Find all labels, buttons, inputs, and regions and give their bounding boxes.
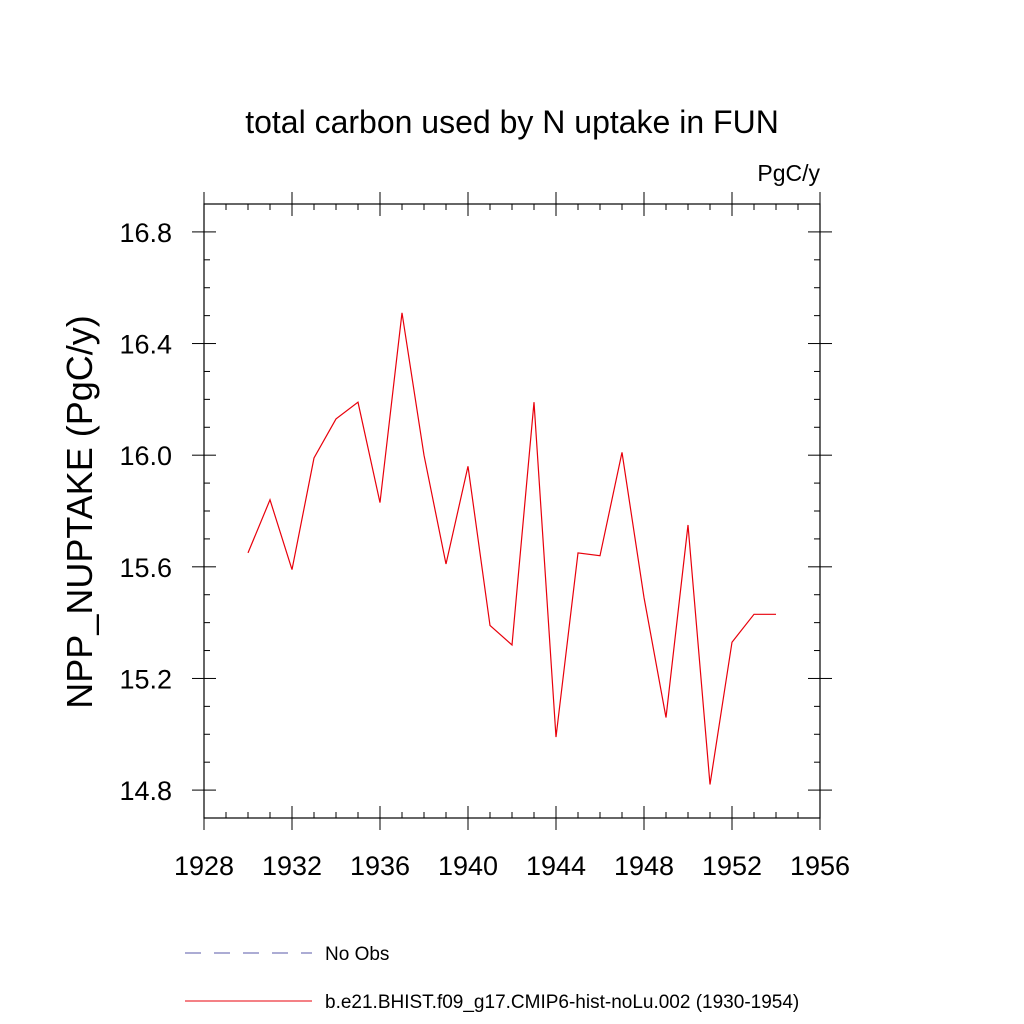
y-tick-label: 16.0 [119, 441, 172, 471]
legend: No Obs b.e21.BHIST.f09_g17.CMIP6-hist-noL… [185, 944, 799, 1013]
x-tick-label: 1936 [350, 851, 410, 881]
x-tick-label: 1928 [174, 851, 234, 881]
chart-title: total carbon used by N uptake in FUN [245, 104, 779, 140]
y-tick-label: 15.6 [119, 553, 172, 583]
units-label: PgC/y [757, 160, 820, 186]
axis-ticks [192, 192, 832, 830]
y-axis-label: NPP_NUPTAKE (PgC/y) [59, 315, 100, 708]
y-tick-label: 16.4 [119, 330, 172, 360]
axis-tick-labels: 1928 1932 1936 1940 1944 1948 1952 1956 14.8 15.2… [119, 218, 850, 881]
series-line [247, 312, 776, 785]
plot-frame [203, 203, 821, 819]
y-tick-label: 15.2 [119, 664, 172, 694]
legend-label: No Obs [325, 944, 389, 965]
y-tick-label: 16.8 [119, 218, 172, 248]
x-tick-label: 1944 [526, 851, 586, 881]
x-tick-label: 1932 [262, 851, 322, 881]
x-tick-label: 1948 [614, 851, 674, 881]
y-tick-label: 14.8 [119, 776, 172, 806]
series-layer [247, 312, 776, 785]
x-tick-label: 1952 [702, 851, 762, 881]
legend-label: b.e21.BHIST.f09_g17.CMIP6-hist-noLu.002 … [325, 992, 799, 1013]
x-tick-label: 1940 [438, 851, 498, 881]
x-tick-label: 1956 [790, 851, 850, 881]
